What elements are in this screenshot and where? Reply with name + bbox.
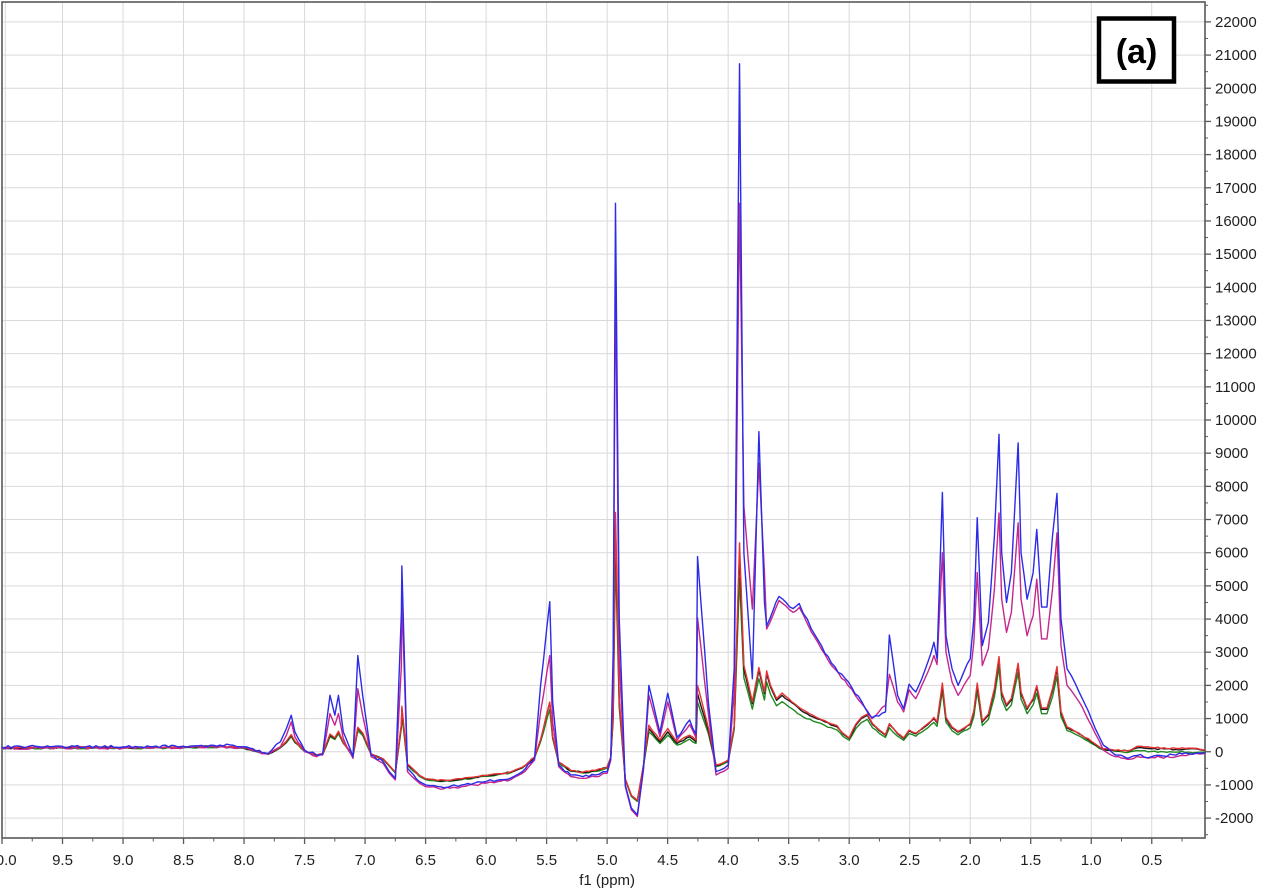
svg-text:0.5: 0.5 [1141,852,1162,869]
svg-text:0: 0 [1215,744,1223,761]
svg-text:8000: 8000 [1215,478,1248,495]
svg-text:-1000: -1000 [1215,777,1253,794]
svg-text:f1 (ppm): f1 (ppm) [579,872,635,889]
svg-text:-2000: -2000 [1215,810,1253,827]
svg-text:12000: 12000 [1215,346,1257,363]
svg-text:1.0: 1.0 [1081,852,1102,869]
svg-text:6.5: 6.5 [415,852,436,869]
svg-text:2.5: 2.5 [899,852,920,869]
svg-text:1000: 1000 [1215,711,1248,728]
svg-text:22000: 22000 [1215,14,1257,31]
svg-text:3000: 3000 [1215,644,1248,661]
svg-text:21000: 21000 [1215,47,1257,64]
svg-text:14000: 14000 [1215,279,1257,296]
svg-text:2000: 2000 [1215,677,1248,694]
svg-text:17000: 17000 [1215,180,1257,197]
svg-text:1.5: 1.5 [1020,852,1041,869]
svg-text:3.5: 3.5 [778,852,799,869]
svg-text:16000: 16000 [1215,213,1257,230]
svg-text:18000: 18000 [1215,147,1257,164]
svg-text:3.0: 3.0 [839,852,860,869]
svg-text:(a): (a) [1116,33,1158,71]
svg-text:10.0: 10.0 [0,852,17,869]
svg-text:9.5: 9.5 [52,852,73,869]
svg-text:5.0: 5.0 [597,852,618,869]
svg-text:6.0: 6.0 [476,852,497,869]
svg-text:8.0: 8.0 [234,852,255,869]
svg-text:13000: 13000 [1215,312,1257,329]
svg-text:7.5: 7.5 [294,852,315,869]
svg-text:11000: 11000 [1215,379,1256,396]
svg-text:10000: 10000 [1215,412,1257,429]
svg-text:7000: 7000 [1215,512,1248,529]
svg-text:6000: 6000 [1215,545,1248,562]
svg-text:2.0: 2.0 [960,852,981,869]
svg-text:7.0: 7.0 [355,852,376,869]
svg-text:15000: 15000 [1215,246,1257,263]
svg-text:20000: 20000 [1215,80,1257,97]
svg-text:4.5: 4.5 [657,852,678,869]
svg-text:9.0: 9.0 [113,852,134,869]
svg-text:5000: 5000 [1215,578,1248,595]
svg-text:5.5: 5.5 [536,852,557,869]
svg-text:9000: 9000 [1215,445,1248,462]
svg-text:8.5: 8.5 [173,852,194,869]
svg-text:19000: 19000 [1215,113,1257,130]
svg-text:4.0: 4.0 [718,852,739,869]
svg-text:4000: 4000 [1215,611,1248,628]
